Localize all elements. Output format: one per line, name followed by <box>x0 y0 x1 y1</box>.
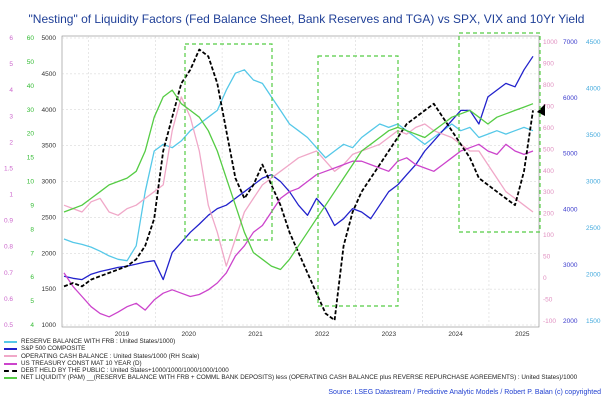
legend-item: US TREASURY CONST MAT 10 YEAR (D) <box>4 360 604 367</box>
x-tick-label: 2023 <box>382 331 397 338</box>
y-tick-label-pink-axis: 0.9 <box>4 218 13 225</box>
y-tick-label-green-axis: 4 <box>30 322 34 329</box>
y-tick-label-green-axis: 60 <box>27 35 35 42</box>
y-tick-label-rh-pink-axis: 0 <box>543 275 547 282</box>
y-tick-label-green-axis: 10 <box>27 179 35 186</box>
y-tick-label-rh-cyan-axis: 4500 <box>586 39 601 46</box>
legend-swatch <box>4 377 17 380</box>
y-tick-label-rh-cyan-axis: 2500 <box>586 225 601 232</box>
y-tick-label-green-axis: 15 <box>27 155 35 162</box>
y-tick-label-green-axis: 8 <box>30 226 34 233</box>
source-note: Source: LSEG Datastream / Predictive Ana… <box>328 389 601 396</box>
y-tick-label-pink-axis: 2 <box>9 139 13 146</box>
x-tick-label: 2025 <box>515 331 530 338</box>
y-tick-label-rh-blue-axis: 4000 <box>563 206 578 213</box>
legend-item: RESERVE BALANCE WITH FRB : United States… <box>4 338 604 345</box>
y-tick-label-pink-axis: 6 <box>9 35 13 42</box>
y-tick-label-pink-axis: 1.5 <box>4 165 13 172</box>
legend: RESERVE BALANCE WITH FRB : United States… <box>4 338 604 382</box>
y-tick-label-black-axis: 3000 <box>42 179 57 186</box>
trend-arrow <box>537 104 545 116</box>
y-tick-label-pink-axis: 0.6 <box>4 296 13 303</box>
legend-item: OPERATING CASH BALANCE : United States/1… <box>4 353 604 360</box>
y-tick-label-rh-pink-axis: 800 <box>543 82 554 89</box>
y-tick-label-pink-axis: 0.5 <box>4 322 13 329</box>
y-tick-label-rh-cyan-axis: 4000 <box>586 86 601 93</box>
y-tick-label-rh-cyan-axis: 3500 <box>586 132 601 139</box>
y-tick-label-black-axis: 4000 <box>42 107 57 114</box>
series-line <box>63 48 534 322</box>
y-tick-label-rh-pink-axis: 300 <box>543 189 554 196</box>
y-tick-label-rh-pink-axis: 100 <box>543 232 554 239</box>
y-tick-label-pink-axis: 0.8 <box>4 244 13 251</box>
y-tick-label-pink-axis: 3 <box>9 113 13 120</box>
y-tick-label-black-axis: 3500 <box>42 143 57 150</box>
legend-swatch <box>4 362 17 365</box>
y-tick-label-pink-axis: 5 <box>9 61 13 68</box>
legend-item: S&P 500 COMPOSITE <box>4 345 604 352</box>
y-tick-label-green-axis: 40 <box>27 83 35 90</box>
y-tick-label-green-axis: 7 <box>30 250 34 257</box>
y-tick-label-rh-pink-axis: 700 <box>543 103 554 110</box>
x-tick-label: 2019 <box>115 331 130 338</box>
y-tick-label-rh-pink-axis: 900 <box>543 60 554 67</box>
y-tick-label-pink-axis: 1 <box>9 192 13 199</box>
y-tick-label-green-axis: 50 <box>27 59 35 66</box>
x-tick-label: 2021 <box>248 331 263 338</box>
y-tick-label-pink-axis: 0.7 <box>4 270 13 277</box>
y-tick-label-black-axis: 5000 <box>42 35 57 42</box>
legend-swatch <box>4 355 17 358</box>
y-tick-label-green-axis: 30 <box>27 107 35 114</box>
y-tick-label-black-axis: 4500 <box>42 71 57 78</box>
y-tick-label-rh-pink-axis: 600 <box>543 125 554 132</box>
y-tick-label-rh-cyan-axis: 2000 <box>586 272 601 279</box>
legend-label: RESERVE BALANCE WITH FRB : United States… <box>21 338 176 345</box>
y-tick-label-rh-cyan-axis: 3000 <box>586 179 601 186</box>
y-tick-label-black-axis: 2500 <box>42 214 57 221</box>
x-tick-label: 2022 <box>315 331 330 338</box>
series-line <box>63 96 534 267</box>
legend-swatch <box>4 340 17 343</box>
y-tick-label-rh-pink-axis: 1000 <box>543 39 558 46</box>
y-tick-label-green-axis: 9 <box>30 202 34 209</box>
y-tick-label-green-axis: 20 <box>27 131 35 138</box>
y-tick-label-rh-pink-axis: 50 <box>543 254 551 261</box>
y-tick-label-black-axis: 1500 <box>42 286 57 293</box>
y-tick-label-rh-blue-axis: 6000 <box>563 95 578 102</box>
y-tick-label-pink-axis: 4 <box>9 87 13 94</box>
legend-label: US TREASURY CONST MAT 10 YEAR (D) <box>21 359 142 367</box>
y-tick-label-green-axis: 6 <box>30 274 34 281</box>
y-tick-label-rh-cyan-axis: 1500 <box>586 318 601 325</box>
x-tick-label: 2020 <box>182 331 197 338</box>
legend-label: OPERATING CASH BALANCE : United States/1… <box>21 352 200 360</box>
y-tick-label-green-axis: 5 <box>30 298 34 305</box>
series-line <box>63 69 534 262</box>
y-tick-label-rh-blue-axis: 5000 <box>563 151 578 158</box>
y-tick-label-rh-pink-axis: 500 <box>543 146 554 153</box>
series-line <box>63 55 534 281</box>
legend-swatch <box>4 369 17 372</box>
y-tick-label-rh-pink-axis: 400 <box>543 168 554 175</box>
legend-label: NET LIQUIDITY (PAM) __(RESERVE BALANCE W… <box>21 374 578 382</box>
y-tick-label-black-axis: 2000 <box>42 250 57 257</box>
series-line <box>63 89 534 271</box>
y-tick-label-rh-pink-axis: -50 <box>543 297 553 304</box>
y-tick-label-rh-blue-axis: 2000 <box>563 318 578 325</box>
legend-item: DEBT HELD BY THE PUBLIC : United States+… <box>4 367 604 374</box>
series-line <box>63 143 534 318</box>
x-tick-label: 2024 <box>448 331 463 338</box>
legend-label: DEBT HELD BY THE PUBLIC : United States+… <box>21 367 229 375</box>
highlight-box <box>317 55 399 307</box>
y-tick-label-black-axis: 1000 <box>42 322 57 329</box>
y-tick-label-rh-blue-axis: 3000 <box>563 262 578 269</box>
y-tick-label-rh-blue-axis: 7000 <box>563 39 578 46</box>
highlight-box <box>184 43 273 241</box>
y-tick-label-rh-pink-axis: -100 <box>543 318 556 325</box>
y-tick-label-rh-pink-axis: 200 <box>543 211 554 218</box>
legend-swatch <box>4 347 17 350</box>
legend-item: NET LIQUIDITY (PAM) __(RESERVE BALANCE W… <box>4 374 604 381</box>
legend-label: S&P 500 COMPOSITE <box>21 345 86 353</box>
chart-title: "Nesting" of Liquidity Factors (Fed Bala… <box>28 12 585 26</box>
